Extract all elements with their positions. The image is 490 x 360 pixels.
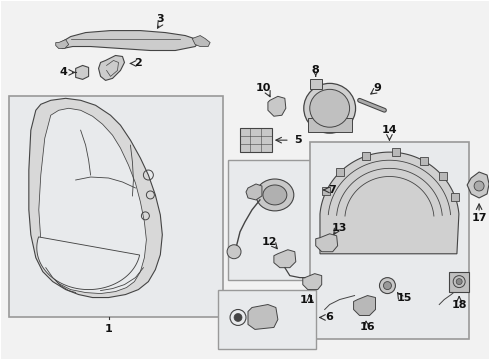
Circle shape: [456, 279, 462, 285]
Text: 13: 13: [332, 223, 347, 233]
FancyBboxPatch shape: [449, 272, 469, 292]
Polygon shape: [192, 36, 210, 46]
Circle shape: [384, 282, 392, 289]
Text: 5: 5: [294, 135, 302, 145]
Text: 10: 10: [255, 84, 270, 93]
Text: 12: 12: [262, 237, 278, 247]
Polygon shape: [274, 250, 296, 268]
Text: 17: 17: [471, 213, 487, 223]
Text: 3: 3: [156, 14, 164, 24]
Ellipse shape: [263, 185, 287, 205]
Text: 2: 2: [135, 58, 142, 68]
FancyBboxPatch shape: [439, 172, 447, 180]
Ellipse shape: [256, 179, 294, 211]
FancyBboxPatch shape: [310, 142, 469, 339]
Text: 6: 6: [326, 312, 334, 323]
Text: 15: 15: [397, 293, 412, 302]
Polygon shape: [29, 98, 162, 298]
Text: 8: 8: [312, 66, 319, 76]
Polygon shape: [316, 234, 338, 252]
FancyBboxPatch shape: [308, 118, 352, 132]
Polygon shape: [303, 274, 322, 289]
Polygon shape: [56, 40, 69, 49]
Circle shape: [227, 245, 241, 259]
FancyBboxPatch shape: [240, 128, 272, 152]
FancyBboxPatch shape: [420, 157, 428, 165]
Text: 9: 9: [373, 84, 381, 93]
Text: 7: 7: [328, 185, 336, 195]
FancyBboxPatch shape: [392, 148, 399, 156]
Polygon shape: [75, 66, 89, 80]
Polygon shape: [98, 55, 124, 80]
FancyBboxPatch shape: [451, 193, 459, 201]
FancyBboxPatch shape: [9, 96, 223, 318]
Circle shape: [234, 314, 242, 321]
Polygon shape: [37, 237, 140, 289]
Polygon shape: [59, 31, 200, 50]
Text: 1: 1: [105, 324, 112, 334]
FancyBboxPatch shape: [336, 168, 344, 176]
Polygon shape: [248, 305, 278, 329]
Polygon shape: [246, 184, 262, 200]
Polygon shape: [268, 96, 286, 116]
Polygon shape: [39, 108, 147, 293]
FancyBboxPatch shape: [322, 187, 330, 195]
FancyBboxPatch shape: [362, 152, 369, 160]
FancyBboxPatch shape: [218, 289, 316, 349]
Text: 11: 11: [300, 294, 316, 305]
FancyBboxPatch shape: [310, 80, 322, 89]
Text: 16: 16: [360, 323, 375, 332]
Ellipse shape: [310, 89, 349, 127]
Polygon shape: [320, 152, 459, 254]
FancyBboxPatch shape: [228, 160, 319, 280]
Text: 4: 4: [60, 67, 68, 77]
Circle shape: [474, 181, 484, 191]
Text: 14: 14: [382, 125, 397, 135]
Circle shape: [379, 278, 395, 293]
Ellipse shape: [304, 84, 356, 133]
Polygon shape: [354, 296, 375, 315]
Text: 18: 18: [451, 300, 467, 310]
Polygon shape: [467, 172, 489, 198]
